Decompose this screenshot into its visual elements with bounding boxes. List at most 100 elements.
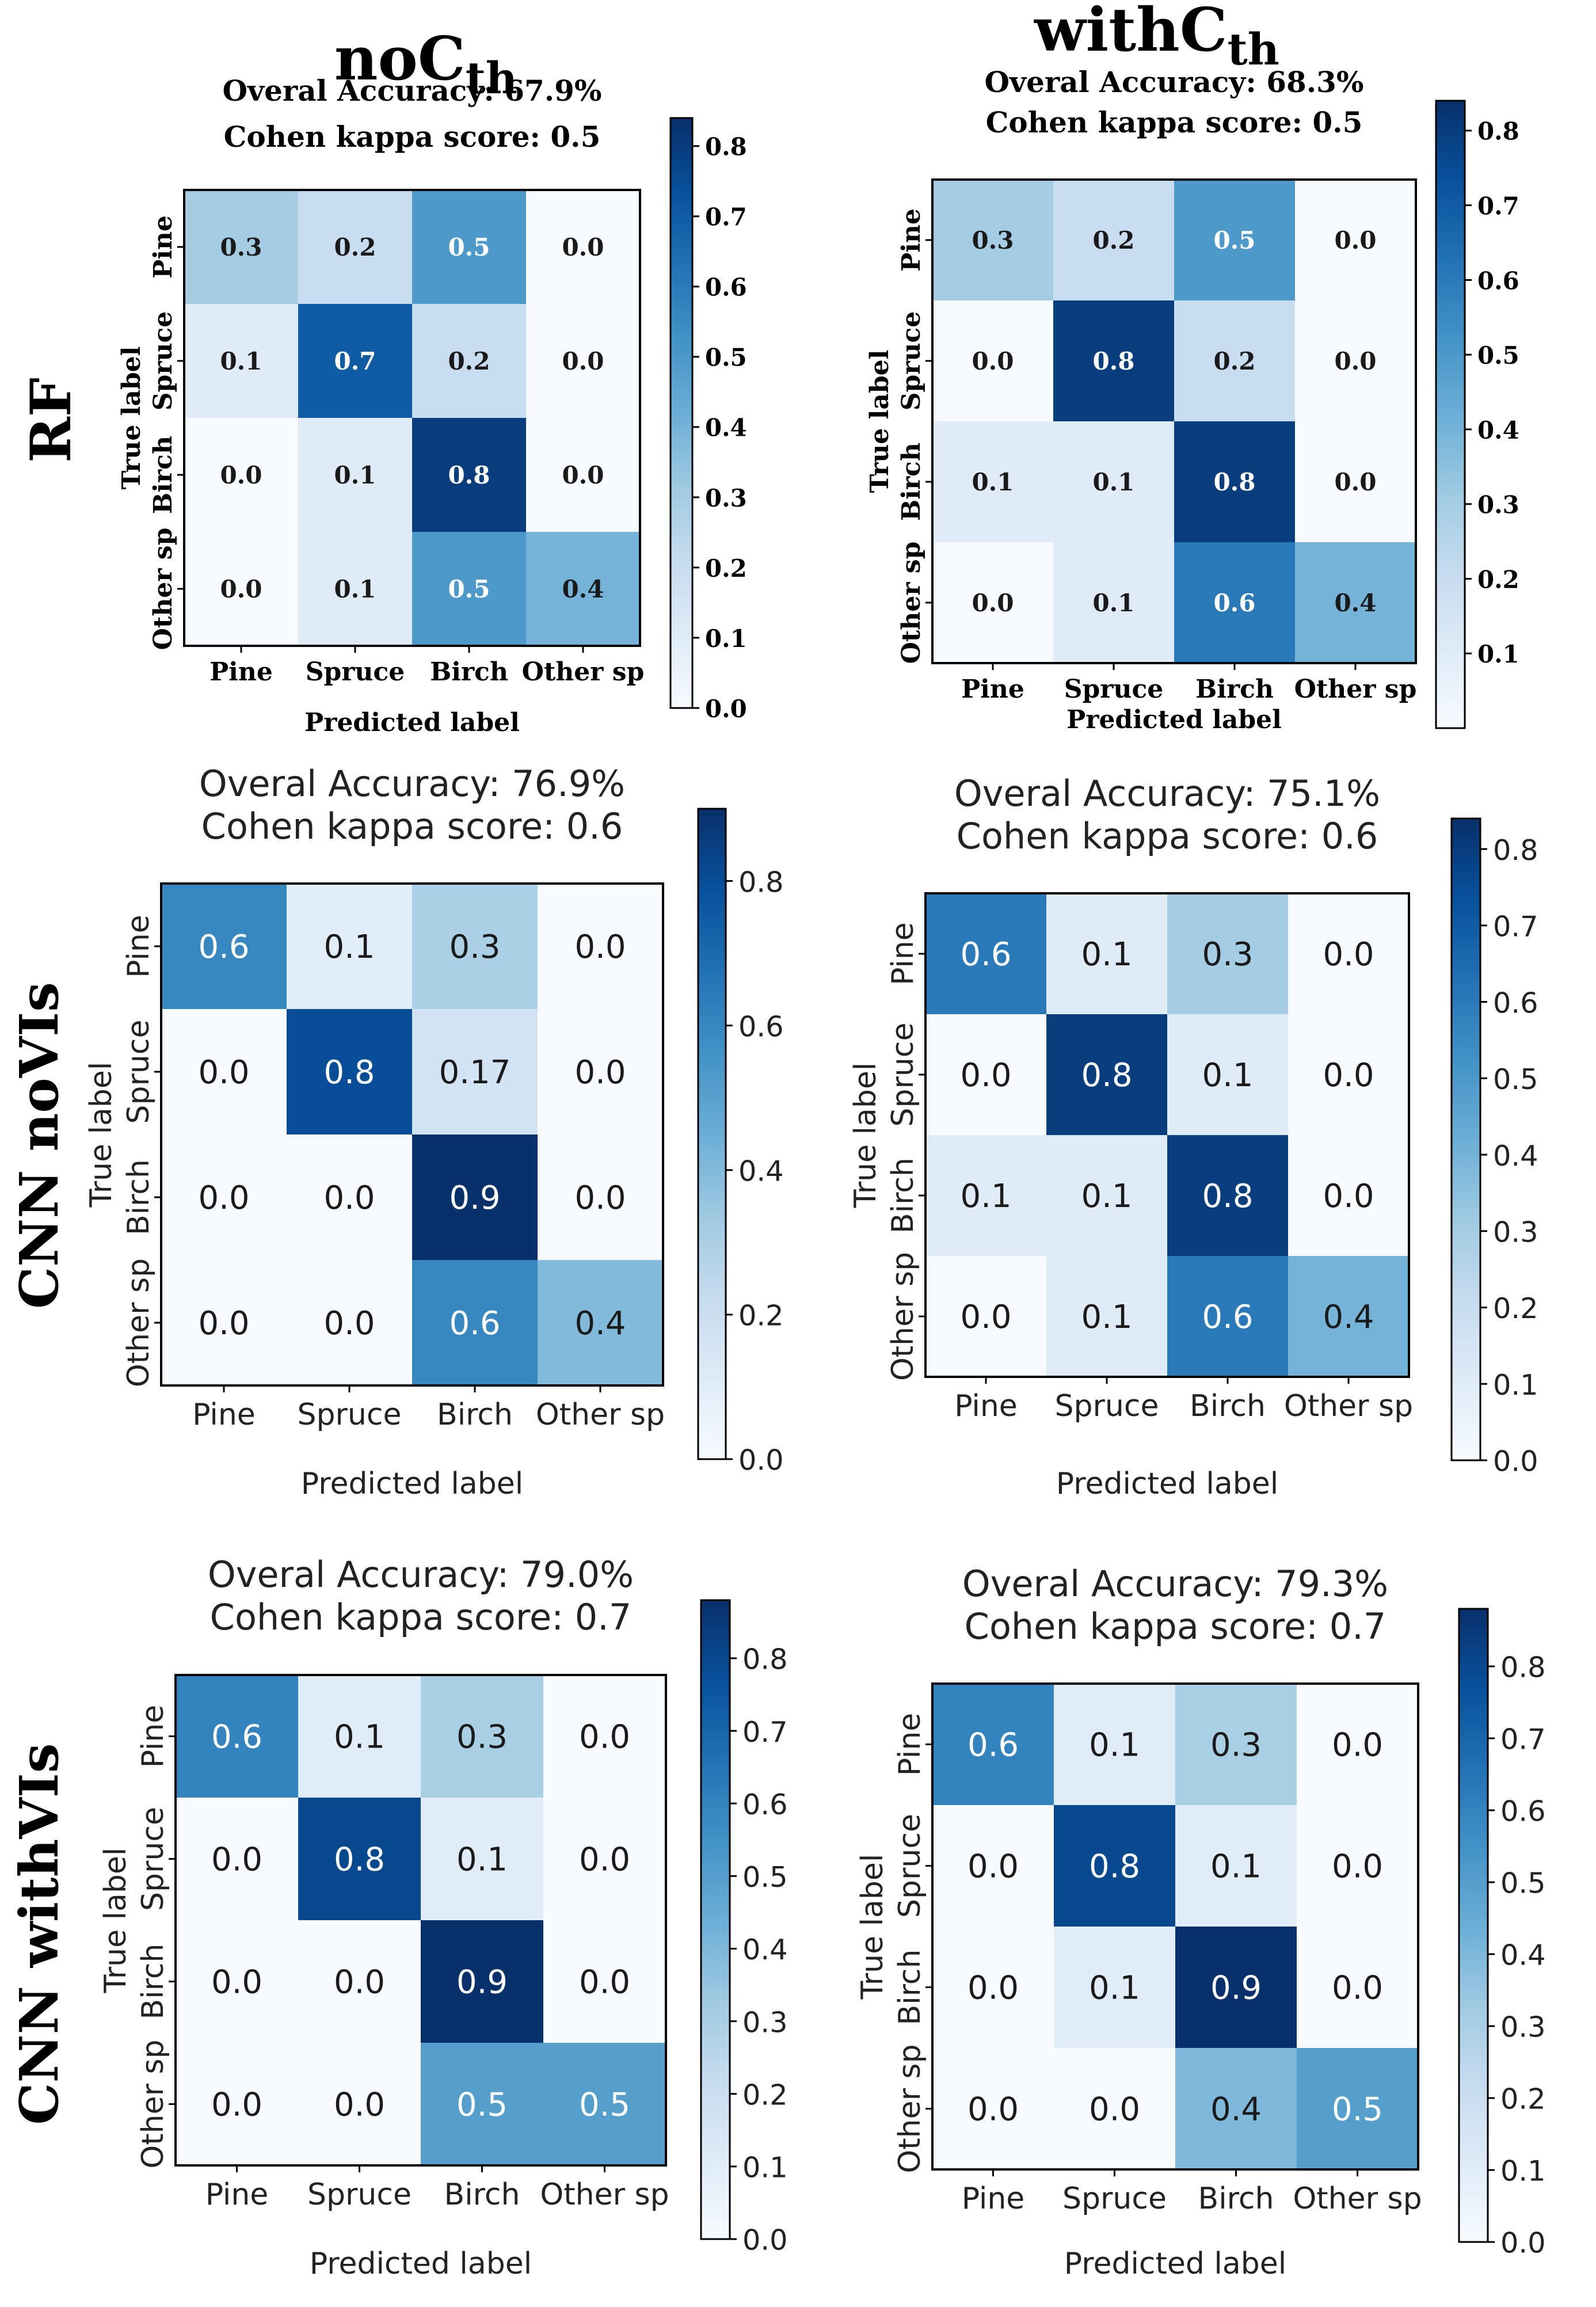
cell-value-label: 0.3 — [220, 233, 262, 261]
cell-value-label: 0.0 — [967, 1970, 1019, 2007]
cell-value-label: 0.5 — [579, 2087, 630, 2124]
colorbar: 0.1 0.2 0.3 0.4 0.5 0.6 0.7 0.8 — [1435, 100, 1519, 729]
matrix-cell — [538, 1135, 663, 1260]
matrix-cell — [421, 1920, 543, 2043]
matrix-cell — [1054, 2048, 1175, 2169]
matrix-cell — [1167, 1014, 1288, 1135]
matrix-cell — [421, 1798, 543, 1920]
cell-value-label: 0.1 — [334, 1719, 385, 1756]
y-tick-label: Birch — [121, 1159, 156, 1235]
kappa-score-label: Cohen kappa score: 0.7 — [210, 1596, 632, 1638]
cell-value-label: 0.0 — [960, 1057, 1011, 1094]
cell-value-label: 0.0 — [334, 1964, 385, 2001]
matrix-cell — [1297, 1805, 1418, 1927]
matrix-cell — [412, 418, 526, 532]
x-axis-label: Predicted label — [1066, 705, 1282, 734]
colorbar-tick-label: 0.5 — [1500, 1867, 1546, 1900]
cell-value-label: 0.8 — [1089, 1848, 1140, 1886]
x-tick-label: Other sp — [540, 2177, 669, 2212]
cell-value-label: 0.5 — [456, 2087, 508, 2124]
cell-value-label: 0.0 — [972, 589, 1014, 617]
cell-value-label: 0.1 — [1081, 1178, 1132, 1215]
x-tick-label: Other sp — [1293, 2182, 1422, 2216]
cell-value-label: 0.1 — [972, 468, 1014, 496]
colorbar: 0.0 0.1 0.2 0.3 0.4 0.5 0.6 0.7 0.8 — [700, 1599, 788, 2257]
colorbar-tick-label: 0.8 — [738, 865, 784, 899]
cell-value-label: 0.0 — [220, 575, 262, 603]
matrix-cell — [1167, 1135, 1288, 1256]
cell-value-label: 0.6 — [449, 1305, 500, 1342]
column-header-withcth: withCth — [1034, 0, 1279, 75]
matrix-cell — [412, 884, 538, 1009]
colorbar-tick-label: 0.1 — [1493, 1368, 1538, 1402]
overall-accuracy-label: Overal Accuracy: 79.0% — [208, 1554, 634, 1596]
cell-value-label: 0.0 — [198, 1179, 249, 1217]
kappa-score-label: Cohen kappa score: 0.5 — [224, 120, 601, 154]
colorbar-tick-label: 0.0 — [705, 695, 747, 723]
y-tick-label: Spruce — [148, 311, 178, 411]
matrix-cell — [421, 1675, 543, 1798]
cell-value-label: 0.5 — [448, 233, 490, 261]
matrix-cell — [543, 1798, 666, 1920]
matrix-cell — [932, 2048, 1054, 2169]
colorbar-tick-label: 0.6 — [1500, 1795, 1546, 1828]
matrix-cell — [161, 1135, 287, 1260]
colorbar-tick-label: 0.1 — [1500, 2154, 1546, 2188]
cell-value-label: 0.0 — [1332, 1848, 1383, 1886]
cell-value-label: 0.2 — [1092, 226, 1134, 254]
y-tick-label: Pine — [897, 208, 926, 272]
matrix-cell — [932, 1684, 1054, 1805]
matrix-cell — [932, 542, 1053, 663]
matrix-cell — [925, 1256, 1046, 1377]
x-axis-label: Predicted label — [304, 708, 520, 737]
x-tick-label: Birch — [437, 1398, 513, 1432]
matrix-cell — [543, 1675, 666, 1798]
cell-value-label: 0.1 — [456, 1841, 508, 1879]
confusion-matrix-panel-4: Overal Accuracy: 75.1%Cohen kappa score:… — [848, 772, 1538, 1501]
cell-value-label: 0.8 — [323, 1054, 375, 1091]
x-axis-label: Predicted label — [310, 2247, 532, 2281]
cell-value-label: 0.4 — [562, 575, 604, 603]
confusion-matrix-panel-3: Overal Accuracy: 76.9%Cohen kappa score:… — [84, 763, 784, 1501]
matrix-cell — [1295, 421, 1416, 542]
x-tick-label: Other sp — [1294, 675, 1417, 704]
cell-value-label: 0.4 — [574, 1305, 626, 1342]
y-axis-label: True label — [848, 1063, 883, 1209]
cell-value-label: 0.0 — [1323, 1057, 1374, 1094]
matrix-cell — [298, 2043, 421, 2165]
cell-value-label: 0.0 — [967, 2091, 1019, 2129]
matrix-cell — [1174, 421, 1295, 542]
confusion-matrix-panel-1: Overal Accuracy: 67.9% Cohen kappa score:… — [117, 74, 747, 737]
matrix-frame — [183, 189, 641, 647]
x-tick-label: Pine — [205, 2177, 269, 2212]
colorbar-tick-label: 0.5 — [742, 1860, 788, 1894]
matrix-cell — [543, 2043, 666, 2165]
x-tick-label: Birch — [444, 2177, 520, 2212]
cell-value-label: 0.3 — [456, 1719, 508, 1756]
cell-value-label: 0.8 — [1213, 468, 1255, 496]
cell-value-label: 0.3 — [1202, 936, 1253, 973]
matrix-cell — [1054, 1684, 1175, 1805]
confusion-matrix-panel-5: Overal Accuracy: 79.0%Cohen kappa score:… — [98, 1554, 788, 2281]
colorbar-gradient — [697, 808, 727, 1460]
cell-value-label: 0.0 — [334, 2087, 385, 2124]
y-tick-label: Birch — [897, 443, 926, 521]
x-tick-label: Spruce — [307, 2177, 412, 2212]
kappa-score-label: Cohen kappa score: 0.6 — [201, 805, 623, 847]
y-tick-label: Spruce — [121, 1020, 156, 1124]
colorbar-tick-label: 0.4 — [742, 1933, 788, 1966]
colorbar-tick-label: 0.1 — [1477, 640, 1519, 668]
y-tick-label: Other sp — [897, 542, 926, 664]
colorbar-tick-label: 0.5 — [705, 344, 747, 372]
cell-value-label: 0.1 — [334, 575, 376, 603]
matrix-cell — [1175, 1805, 1297, 1927]
colorbar-tick-label: 0.4 — [738, 1154, 784, 1187]
cell-value-label: 0.0 — [1332, 1970, 1383, 2007]
matrix-cell — [932, 1927, 1054, 2048]
colorbar-tick-label: 0.6 — [1493, 986, 1538, 1019]
cell-value-label: 0.0 — [198, 1054, 249, 1091]
cell-value-label: 0.7 — [334, 347, 376, 375]
colorbar-tick-label: 0.7 — [1493, 910, 1538, 943]
x-tick-label: Pine — [192, 1398, 256, 1432]
matrix-cell — [932, 421, 1053, 542]
